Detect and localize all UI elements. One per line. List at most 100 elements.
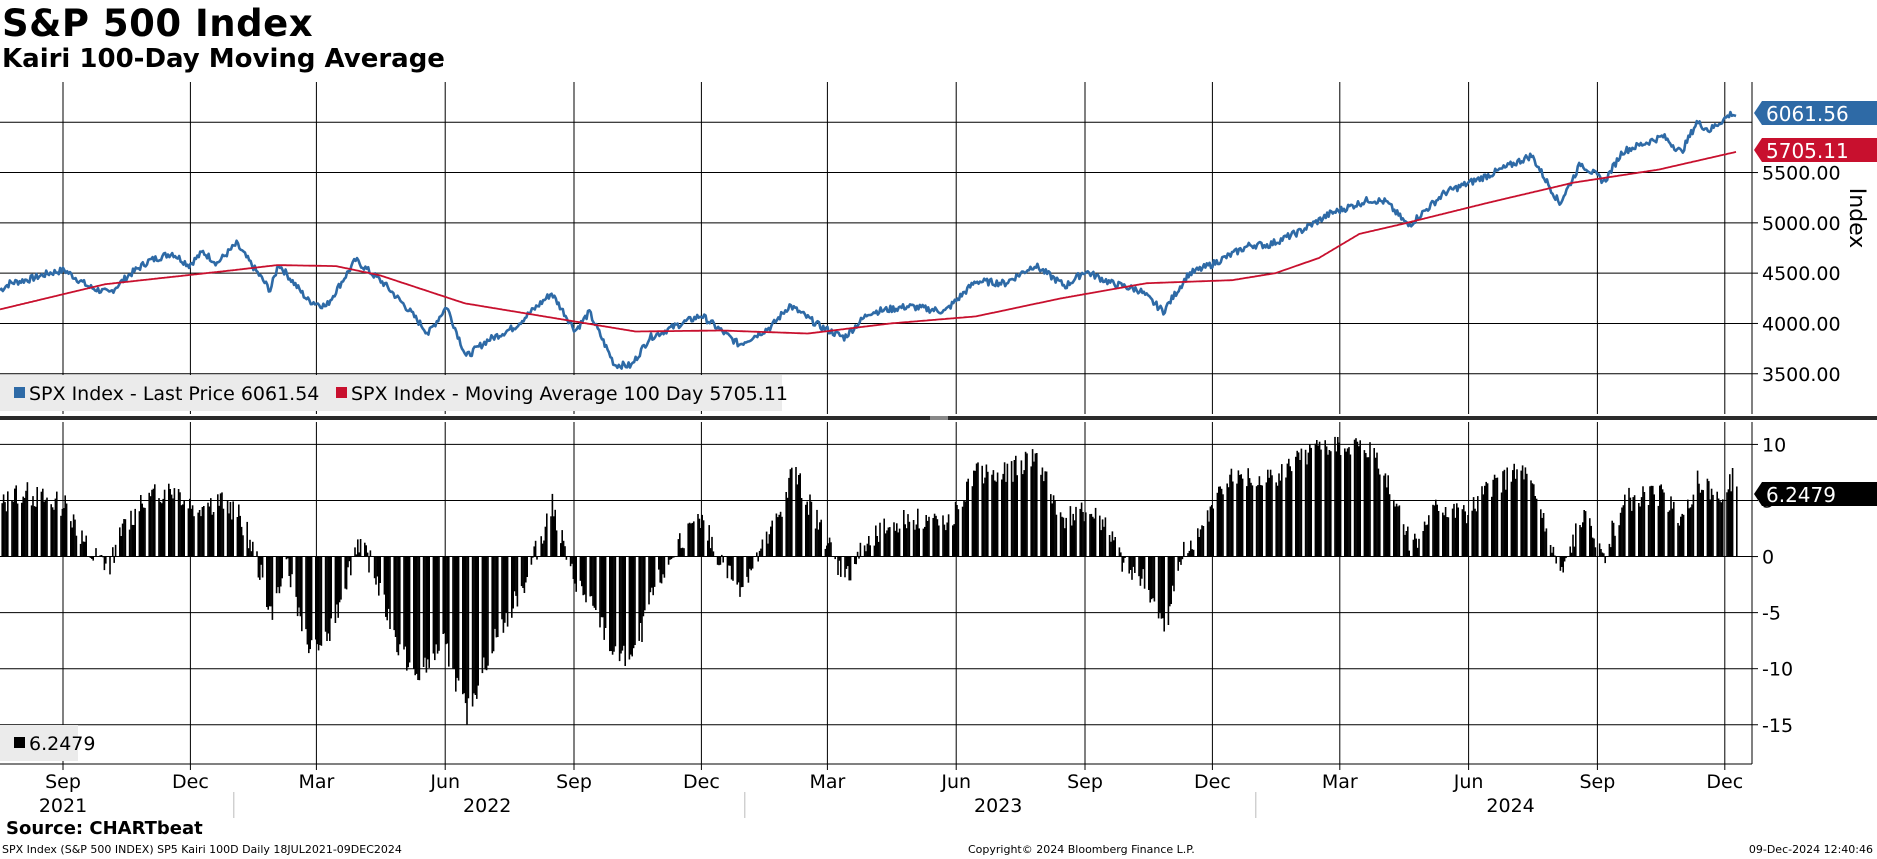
kairi-bar bbox=[599, 556, 601, 628]
x-tick-label-month: Sep bbox=[556, 771, 592, 793]
kairi-bar bbox=[170, 494, 173, 557]
kairi-bar bbox=[1208, 521, 1210, 557]
kairi-bar bbox=[1650, 485, 1653, 557]
x-tick-label-month: Mar bbox=[298, 771, 334, 793]
kairi-bar bbox=[471, 556, 474, 707]
kairi-bar bbox=[653, 556, 656, 587]
kairi-bar bbox=[100, 555, 103, 557]
kairi-bar bbox=[1239, 475, 1241, 557]
kairi-bar bbox=[1661, 489, 1664, 557]
y-tick-label-lower: -10 bbox=[1762, 659, 1793, 681]
kairi-bar bbox=[1110, 541, 1112, 557]
kairi-bar bbox=[875, 525, 877, 557]
kairi-bar bbox=[393, 556, 395, 631]
kairi-bar bbox=[760, 548, 762, 557]
kairi-bar bbox=[1040, 474, 1042, 557]
kairi-bar bbox=[1660, 484, 1662, 557]
kairi-bar bbox=[1552, 546, 1555, 557]
kairi-bar bbox=[485, 556, 488, 671]
kairi-bar bbox=[788, 477, 790, 557]
kairi-bar bbox=[1062, 517, 1065, 557]
kairi-bar bbox=[1052, 495, 1055, 557]
value-tag-text: 6061.56 bbox=[1766, 102, 1849, 126]
kairi-bar bbox=[530, 556, 533, 565]
kairi-bar bbox=[1265, 482, 1268, 557]
kairi-bar bbox=[418, 556, 421, 681]
kairi-bar bbox=[1071, 525, 1073, 557]
kairi-bar bbox=[925, 515, 927, 557]
kairi-bar bbox=[1276, 485, 1279, 557]
kairi-bar bbox=[408, 556, 411, 663]
kairi-bar bbox=[702, 520, 705, 557]
kairi-bar bbox=[1618, 525, 1620, 557]
kairi-bar bbox=[1502, 471, 1504, 557]
kairi-bar bbox=[561, 530, 563, 557]
kairi-bar bbox=[138, 511, 141, 557]
kairi-bar bbox=[189, 498, 191, 557]
kairi-bar bbox=[873, 545, 876, 557]
kairi-bar bbox=[905, 528, 908, 557]
kairi-bar bbox=[982, 483, 985, 557]
kairi-bar bbox=[1701, 489, 1703, 557]
kairi-bar bbox=[1692, 494, 1695, 557]
x-tick-label-year: 2021 bbox=[39, 795, 87, 817]
kairi-last-tag: 6.2479 bbox=[1754, 482, 1877, 507]
kairi-bar bbox=[954, 501, 957, 557]
kairi-bar bbox=[1402, 524, 1405, 557]
kairi-bar bbox=[1506, 467, 1508, 557]
kairi-bar bbox=[1524, 467, 1527, 557]
kairi-bar bbox=[1104, 517, 1107, 557]
kairi-bar bbox=[368, 556, 370, 573]
kairi-bar bbox=[1555, 556, 1557, 564]
kairi-bar bbox=[1255, 486, 1258, 557]
kairi-bar bbox=[966, 481, 968, 557]
kairi-bar bbox=[879, 522, 881, 557]
kairi-bar bbox=[1013, 460, 1016, 557]
kairi-bar bbox=[1467, 515, 1469, 557]
kairi-bar bbox=[1188, 550, 1191, 557]
kairi-bar bbox=[1141, 556, 1143, 579]
kairi-bar bbox=[1023, 470, 1025, 557]
kairi-bar bbox=[369, 550, 372, 557]
kairi-bar bbox=[445, 556, 447, 645]
kairi-bar bbox=[378, 556, 380, 596]
kairi-bar bbox=[722, 556, 724, 563]
kairi-bar bbox=[217, 494, 219, 557]
kairi-bar bbox=[1622, 505, 1625, 557]
kairi-bar bbox=[1486, 483, 1489, 557]
kairi-bar bbox=[375, 556, 377, 585]
kairi-bars bbox=[1, 436, 1738, 725]
kairi-bar bbox=[268, 556, 271, 607]
kairi-bar bbox=[945, 530, 947, 557]
kairi-bar bbox=[1535, 498, 1538, 557]
kairi-bar bbox=[211, 514, 213, 557]
kairi-bar bbox=[1545, 528, 1548, 557]
kairi-bar bbox=[1122, 556, 1125, 563]
kairi-bar bbox=[1267, 469, 1269, 557]
kairi-bar bbox=[1540, 509, 1542, 557]
kairi-bar bbox=[1425, 525, 1427, 557]
kairi-bar bbox=[1010, 461, 1013, 557]
legend-swatch bbox=[336, 387, 347, 398]
kairi-bar bbox=[1216, 492, 1219, 557]
kairi-bar bbox=[42, 488, 44, 557]
kairi-bar bbox=[1513, 463, 1515, 557]
kairi-bar bbox=[1670, 496, 1672, 557]
kairi-bar bbox=[305, 556, 307, 630]
kairi-bar bbox=[247, 548, 250, 557]
kairi-bar bbox=[1629, 497, 1632, 557]
kairi-bar bbox=[476, 556, 478, 699]
kairi-bar bbox=[1709, 499, 1711, 557]
kairi-bar bbox=[1384, 473, 1387, 557]
kairi-bar bbox=[886, 530, 888, 557]
kairi-bar bbox=[1355, 438, 1357, 557]
kairi-bar bbox=[4, 502, 6, 557]
kairi-bar bbox=[306, 556, 309, 645]
kairi-bar bbox=[239, 515, 241, 557]
kairi-bar bbox=[751, 556, 754, 569]
kairi-bar bbox=[1475, 511, 1478, 557]
kairi-bar bbox=[693, 521, 695, 557]
x-tick-label-month: Mar bbox=[809, 771, 845, 793]
kairi-bar bbox=[1297, 452, 1300, 557]
kairi-bar bbox=[291, 556, 293, 575]
